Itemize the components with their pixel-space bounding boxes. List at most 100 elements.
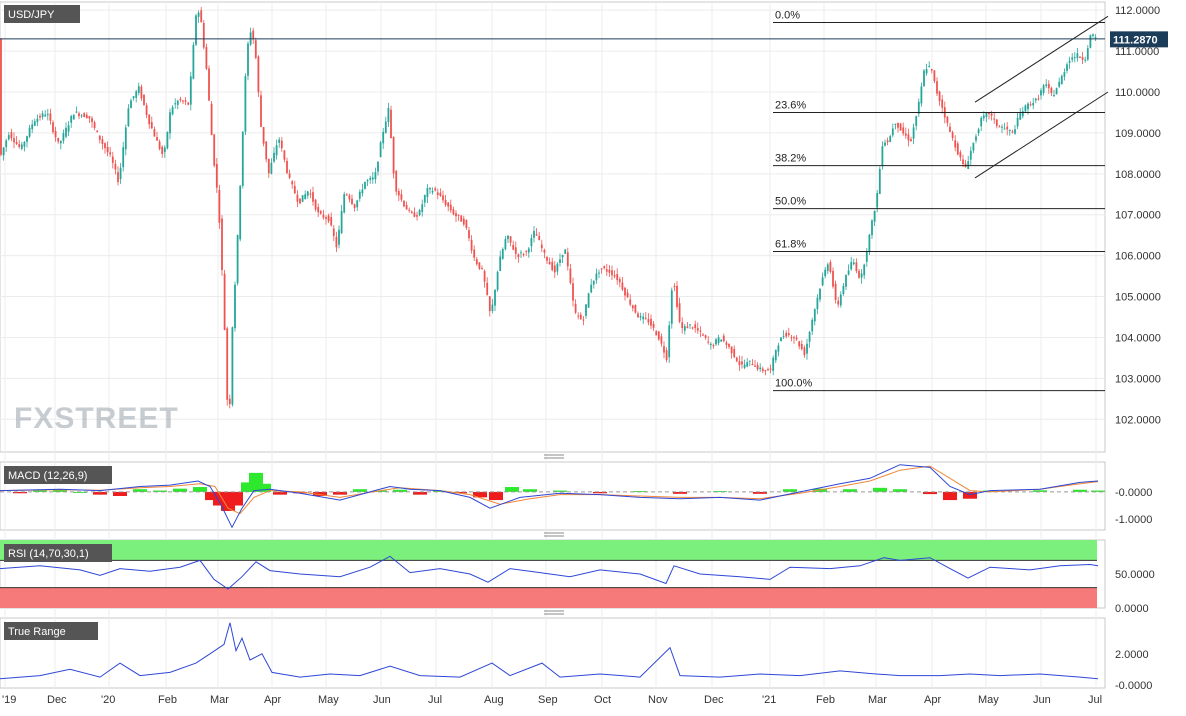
candle-body [626,292,629,298]
candle-body [650,318,652,326]
candle-body [88,116,91,119]
candle-body [954,140,957,148]
macd-histogram-bar [943,491,957,501]
candle-body [1071,57,1074,60]
candle-body [382,131,385,144]
candle-body [985,112,988,117]
candle-body [153,129,156,137]
candle-body [1008,130,1011,132]
true-range-label: True Range [8,626,66,638]
candle-body [187,102,190,105]
candle-body [1003,128,1006,130]
candle-body [179,98,182,101]
candle-body [148,114,151,125]
candle-body [1084,59,1087,61]
candle-body [1066,64,1068,71]
x-tick-label: Jun [1033,694,1051,706]
candle-body [998,126,1001,128]
candle-body [735,357,738,362]
candle-body [377,161,379,172]
candle-body [959,152,962,158]
candle-body [720,339,723,342]
candle-body [59,140,62,144]
macd-histogram-bar [93,491,107,495]
candle-body [439,192,442,197]
candle-body [754,365,756,367]
macd-histogram-bar [593,491,607,494]
pane-frame-0 [0,1,1106,453]
candle-body [52,122,54,132]
candle-body [678,303,681,322]
candle-body [325,217,327,219]
candle-body [182,100,184,102]
candle-body [642,316,645,320]
x-tick-label: Feb [816,694,835,706]
x-tick-label: Dec [47,694,67,706]
price-tick-label: 107.0000 [1115,210,1161,222]
candle-body [876,193,879,208]
candle-body [777,345,780,352]
candle-body [1006,126,1009,130]
candle-body [67,125,70,132]
candle-body [889,136,892,143]
candle-body [267,158,270,174]
candle-body [93,122,96,128]
candle-body [57,137,60,142]
price-tick-label: 111.0000 [1115,46,1159,58]
candle-body [494,289,496,306]
candle-body [163,147,166,153]
candle-body [314,199,317,210]
candle-body [436,192,439,195]
candle-body [1040,90,1042,96]
candle-body [881,146,884,167]
candle-body [452,209,455,215]
macd-histogram-bar [843,489,857,492]
x-tick-label: '19 [2,694,16,706]
candle-body [387,107,390,123]
candle-body [296,194,299,202]
candle-body [247,43,249,76]
candle-body [127,108,130,127]
candle-body [278,139,281,143]
candle-body [361,189,364,194]
candle-body [530,237,533,247]
candle-body [785,332,788,337]
candle-body [603,266,606,269]
price-tick-label: 106.0000 [1115,251,1161,263]
candle-body [930,69,933,71]
candle-body [205,47,208,69]
candle-body [509,236,512,243]
candle-body [312,192,314,202]
candle-body [475,259,478,265]
candle-body [1016,117,1019,127]
candle-body [995,119,998,126]
candle-body [174,103,177,105]
macd-histogram-bar [53,489,67,492]
candle-body [655,331,658,336]
candle-body [878,169,881,194]
candle-body [234,284,236,329]
candle-body [1011,131,1014,133]
candle-body [813,309,816,322]
candle-body [915,116,918,126]
candle-body [811,319,814,332]
candle-body [855,262,858,272]
candle-body [1024,105,1027,112]
candle-body [36,118,39,123]
candle-body [1060,75,1063,85]
candle-body [798,341,801,347]
candle-body [709,343,712,345]
candle-body [28,127,31,137]
candle-body [1092,34,1094,36]
candle-body [559,259,561,263]
candle-body [1027,103,1029,110]
candle-body [330,217,333,226]
candle-body [327,215,330,222]
candle-body [748,360,751,362]
candle-body [169,112,171,134]
candle-body [694,324,697,329]
symbol-label-box [4,5,80,23]
macd-histogram-bar [393,489,407,492]
candle-body [1001,126,1003,128]
candle-body [1050,87,1053,94]
